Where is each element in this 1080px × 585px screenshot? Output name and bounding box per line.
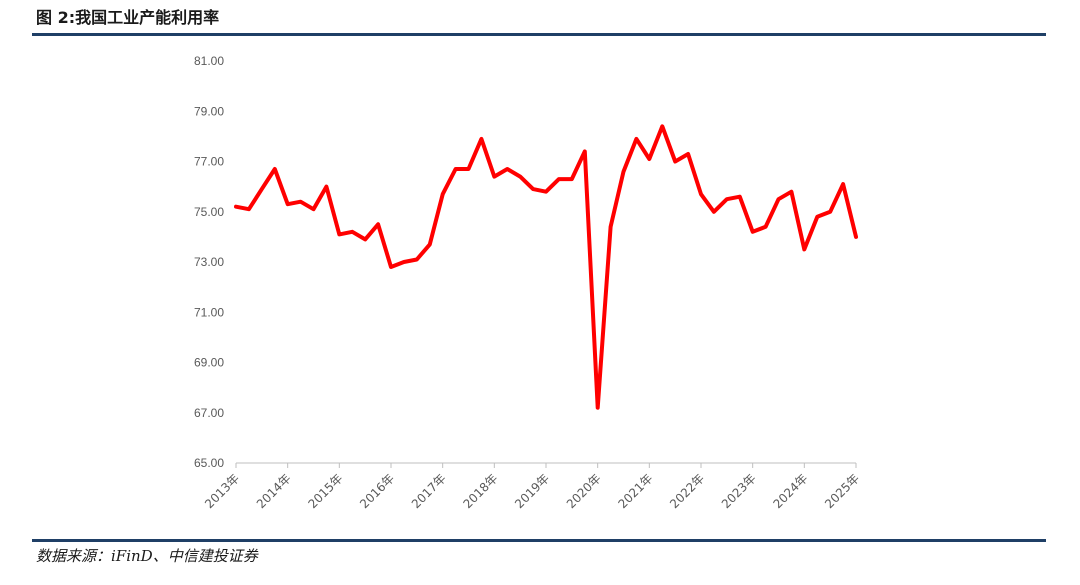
figure-title: 图 2:我国工业产能利用率: [36, 8, 220, 27]
x-tick-label: 2015年: [305, 471, 345, 511]
y-axis-ticks: 81.00 79.00 77.00 75.00 73.00 71.00 69.00 67.00…: [194, 54, 224, 470]
y-tick-label: 77.00: [194, 155, 224, 169]
y-tick-label: 75.00: [194, 205, 224, 219]
x-tick-label: 2025年: [822, 471, 862, 511]
bottom-rule: [32, 539, 1046, 542]
y-tick-label: 67.00: [194, 406, 224, 420]
x-tick-label: 2020年: [564, 471, 604, 511]
source-note: 数据来源：iFinD、中信建投证券: [36, 547, 258, 565]
x-tick-label: 2016年: [357, 471, 397, 511]
y-tick-label: 65.00: [194, 456, 224, 470]
top-rule: [32, 33, 1046, 36]
y-tick-label: 71.00: [194, 305, 224, 319]
x-tick-label: 2014年: [254, 471, 294, 511]
x-tick-label: 2018年: [460, 471, 500, 511]
series-line: [234, 124, 858, 410]
x-tick-label: 2019年: [512, 471, 552, 511]
y-tick-label: 81.00: [194, 54, 224, 68]
y-tick-label: 79.00: [194, 104, 224, 118]
y-tick-label: 69.00: [194, 356, 224, 370]
series-layer: [234, 124, 858, 410]
x-tick-label: 2024年: [770, 471, 810, 511]
y-tick-label: 73.00: [194, 255, 224, 269]
x-tick-label: 2022年: [667, 471, 707, 511]
line-chart: 81.00 79.00 77.00 75.00 73.00 71.00 69.00 67.00…: [194, 54, 862, 511]
x-axis-ticks: 2013年 2014年 2015年 2016年 2017年 2018年 2019年 2020年…: [202, 463, 862, 511]
x-tick-label: 2021年: [615, 471, 655, 511]
x-tick-label: 2017年: [409, 471, 449, 511]
x-tick-label: 2023年: [719, 471, 759, 511]
x-tick-label: 2013年: [202, 471, 242, 511]
